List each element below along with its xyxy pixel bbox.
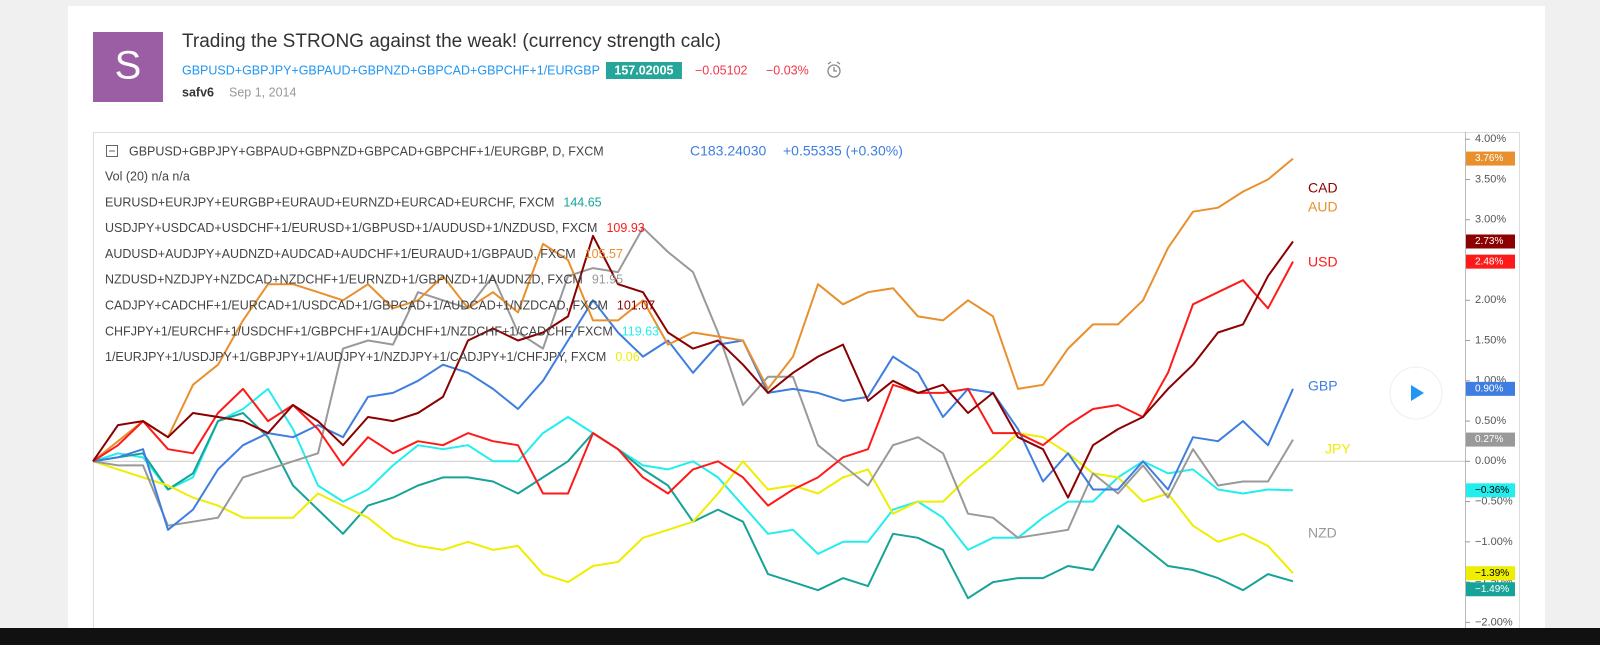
series-name: GBP [1308,378,1338,394]
study-name: CADJPY+CADCHF+1/EURCAD+1/USDCAD+1/GBPCAD… [105,298,608,312]
study-value: 0.06 [615,350,639,364]
collapse-button[interactable] [106,145,118,157]
study-value: 119.63 [622,324,659,338]
study-name: EURUSD+EURJPY+EURGBP+EURAUD+EURNZD+EURCA… [105,195,554,209]
change: −0.05102 [695,63,748,77]
series-line [92,299,1294,531]
study-value: 91.95 [592,273,623,287]
study-name: AUDUSD+AUDJPY+AUDNZD+AUDCAD+AUDCHF+1/EUR… [105,247,576,261]
y-tick-label: 3.50% [1475,173,1506,185]
last-value-badge [1466,582,1515,597]
last-value-badge [1466,381,1515,396]
price: 157.02005 [614,63,673,77]
last-value-badge [1466,151,1515,166]
last-value-label: 0.27% [1475,434,1503,445]
study-name: CHFJPY+1/EURCHF+1/USDCHF+1/GBPCHF+1/AUDC… [105,324,613,338]
last-value-badge [1466,566,1515,581]
play-icon [1411,385,1424,401]
last-value-label: −1.39% [1475,568,1509,579]
avatar-letter: S [115,44,142,88]
series-line [92,387,1294,555]
close-change: +0.55335 (+0.30%) [783,143,903,159]
chart-frame [93,132,1520,645]
volume: Vol (20) n/a n/a [105,169,190,183]
bottom-bar [0,628,1600,645]
series-line [92,157,1294,463]
series-name: CAD [1308,180,1338,196]
legend: GBPUSD+GBPJPY+GBPAUD+GBPNZD+GBPCAD+GBPCH… [105,143,903,364]
study-value: 144.65 [563,195,601,209]
series-line [92,226,1294,539]
last-value-label: 2.48% [1475,256,1503,267]
last-value-label: 3.76% [1475,153,1503,164]
y-tick-label: 4.00% [1475,133,1506,145]
series-name: NZD [1308,525,1337,541]
symbol[interactable]: GBPUSD+GBPJPY+GBPAUD+GBPNZD+GBPCAD+GBPCH… [182,63,600,77]
author[interactable]: safv6 [182,85,214,99]
last-value-badge [1466,432,1515,447]
last-value-label: −1.49% [1475,584,1509,595]
series-name: AUD [1308,199,1338,215]
idea-title: Trading the STRONG against the weak! (cu… [182,31,721,52]
y-tick-label: 0.50% [1475,415,1506,427]
last-value-label: 2.73% [1475,236,1503,247]
y-tick-label: −0.50% [1475,495,1513,507]
last-value-badge [1466,234,1515,249]
alarm-icon[interactable] [827,61,841,78]
study-name: NZDUSD+NZDJPY+NZDCAD+NZDCHF+1/EURNZD+1/G… [105,273,583,287]
last-value-badge [1466,254,1515,269]
last-value-label: −0.36% [1475,485,1509,496]
y-tick-label: −2.00% [1475,616,1513,628]
main-series: GBPUSD+GBPJPY+GBPAUD+GBPNZD+GBPCAD+GBPCH… [129,144,604,158]
y-tick-label: −1.00% [1475,536,1513,548]
series-name: JPY [1325,441,1351,457]
y-tick-label: 1.50% [1475,334,1506,346]
y-tick-label: 0.00% [1475,455,1506,467]
last-value-badge [1466,483,1515,498]
price-badge [605,62,682,79]
date: Sep 1, 2014 [229,85,296,99]
study-name: 1/EURJPY+1/USDJPY+1/GBPJPY+1/AUDJPY+1/NZ… [105,350,606,364]
study-value: 105.57 [585,247,623,261]
y-tick-label: 2.00% [1475,294,1506,306]
last-value-label: 0.90% [1475,383,1503,394]
study-value: 109.93 [606,221,644,235]
change-pct: −0.03% [766,63,809,77]
plot [92,157,1465,600]
close-value: C183.24030 [690,143,767,159]
y-tick-label: 3.00% [1475,214,1506,226]
study-value: 101.07 [617,298,655,312]
series-name: USD [1308,254,1338,270]
study-name: USDJPY+USDCAD+USDCHF+1/EURUSD+1/GBPUSD+1… [105,221,597,235]
series-line [92,234,1294,499]
avatar[interactable] [93,32,163,102]
